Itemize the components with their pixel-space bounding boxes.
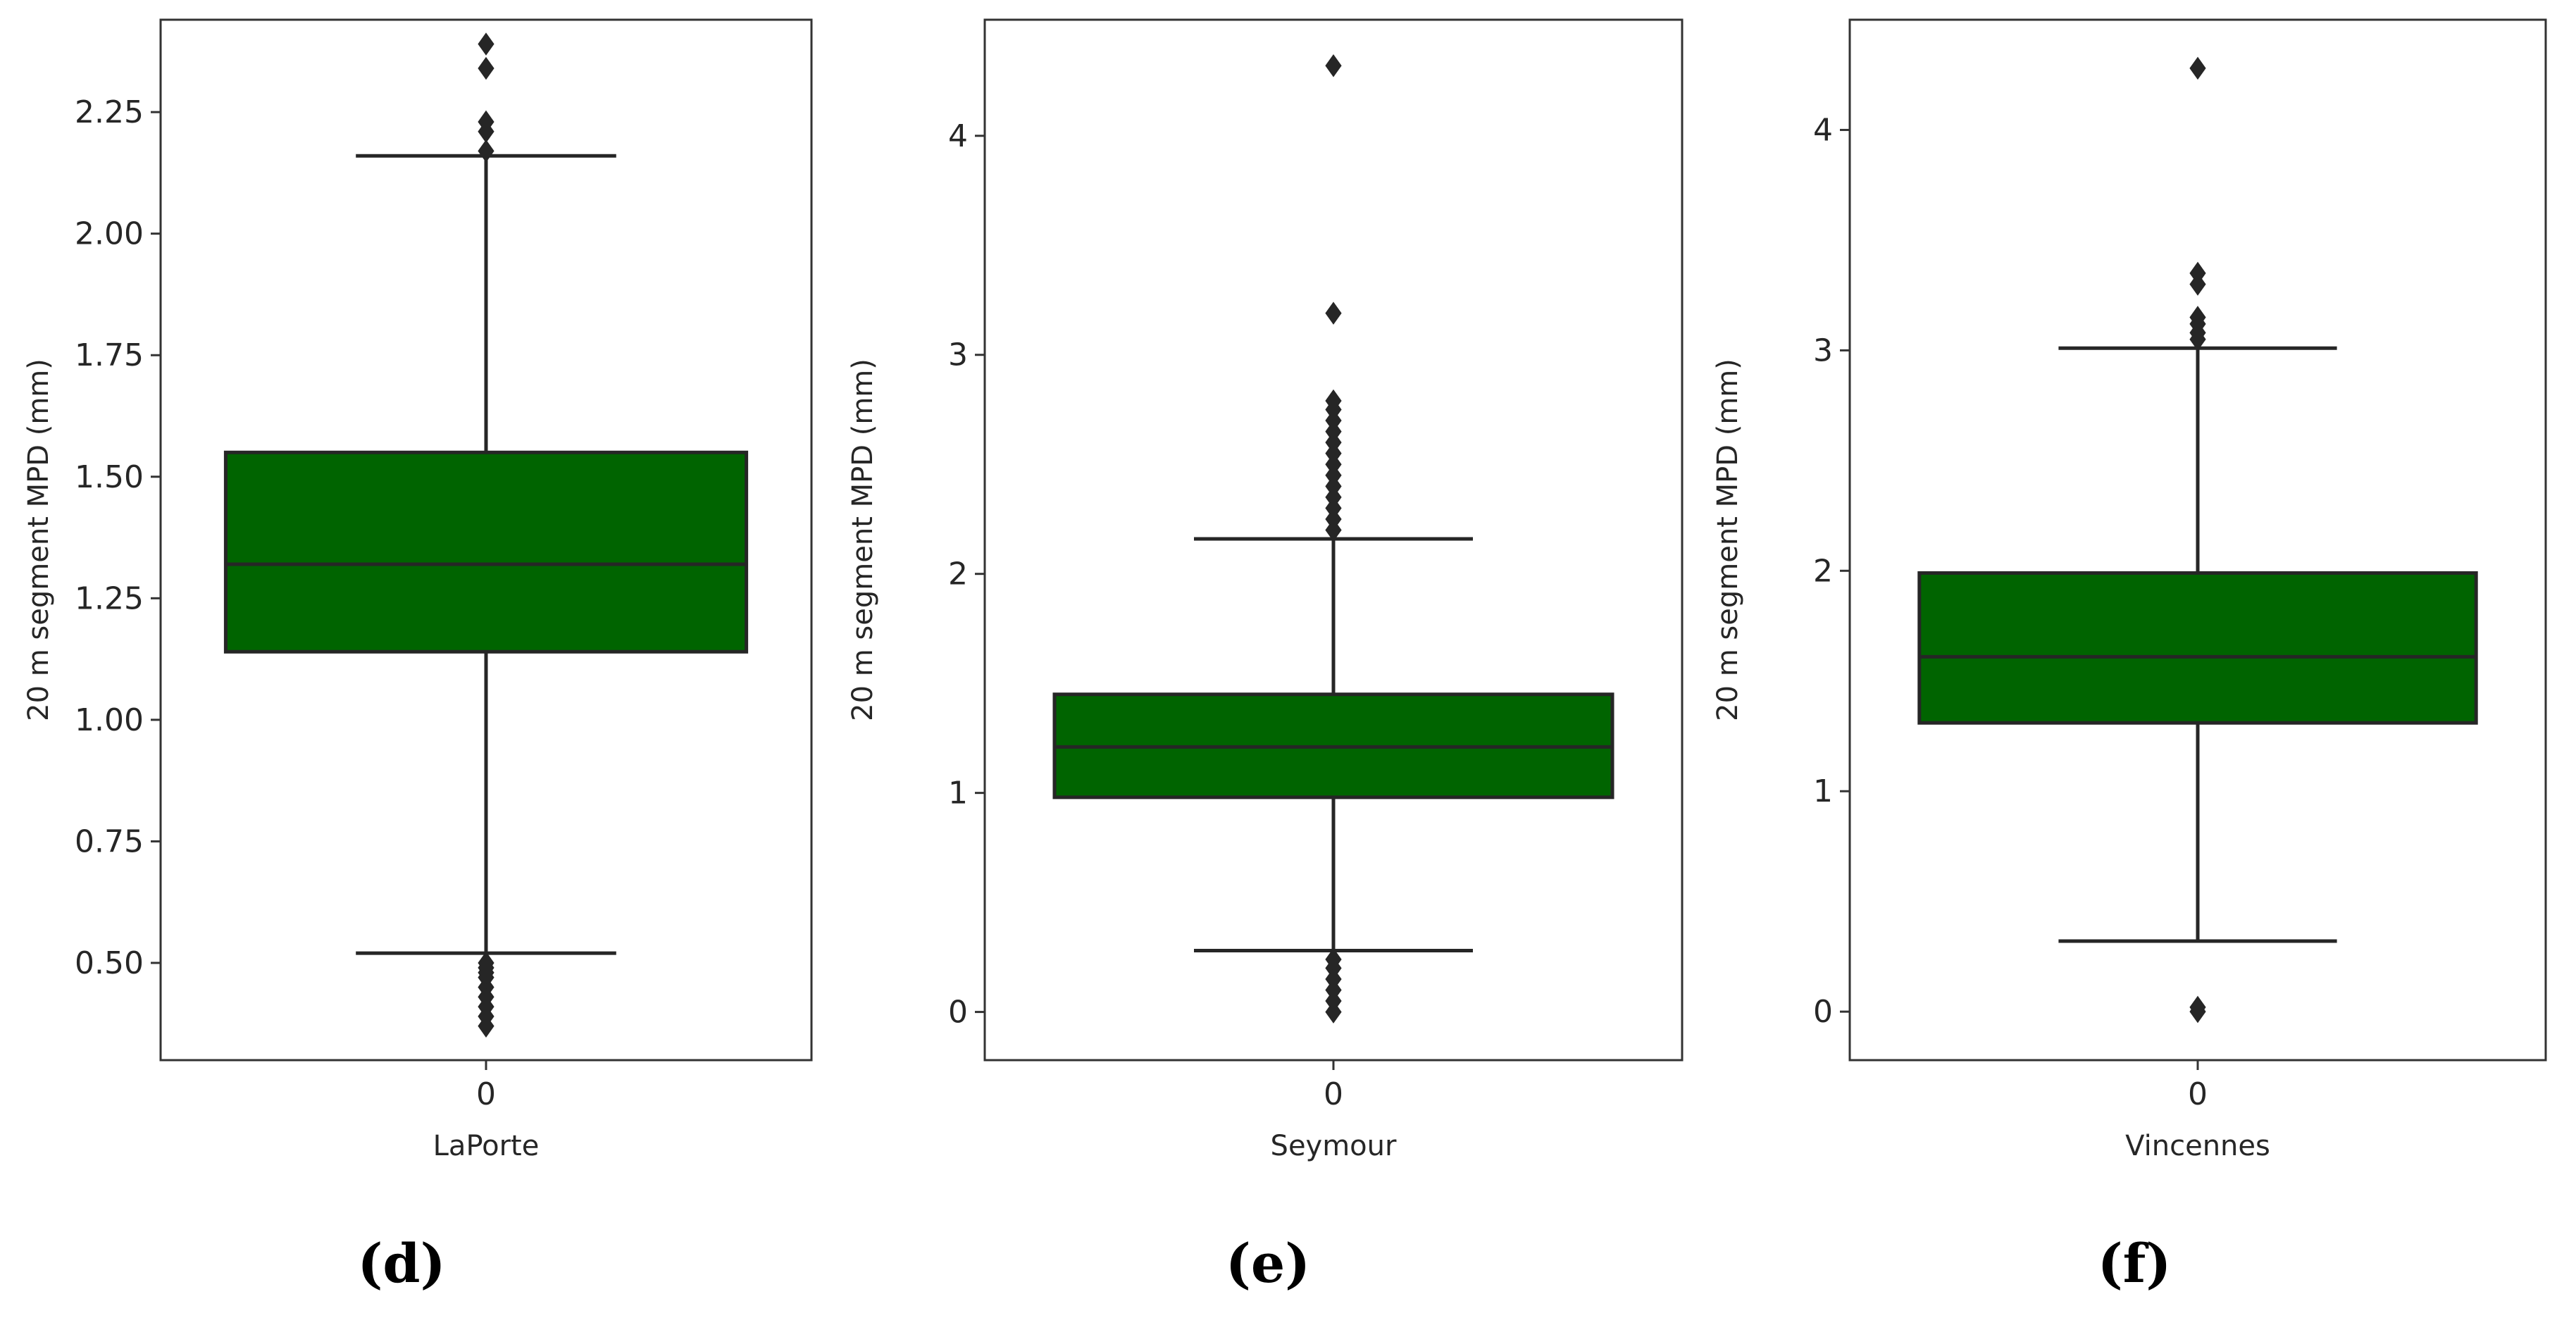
y-tick-label: 0 xyxy=(948,995,968,1031)
x-tick-label: 0 xyxy=(1324,1076,1343,1112)
x-axis-label: LaPorte xyxy=(433,1130,540,1162)
y-tick-label: 4 xyxy=(948,118,968,154)
y-tick-label: 4 xyxy=(1813,112,1833,148)
outlier-point xyxy=(2189,306,2206,329)
panel-label: (d) xyxy=(357,1232,445,1295)
outlier-point xyxy=(478,951,494,975)
x-axis-label: Vincennes xyxy=(2125,1130,2270,1162)
y-tick-label: 0.75 xyxy=(75,823,144,859)
y-axis-label: 20 m segment MPD (mm) xyxy=(1712,359,1744,721)
outlier-point xyxy=(2189,56,2206,80)
outlier-point xyxy=(1325,389,1342,413)
boxplot-panel-seymour: 0 1 2 3 4 0 Seymour 20 m segment MPD (mm) (e… xyxy=(847,18,1684,1295)
iqr-box xyxy=(1917,571,2478,725)
y-tick-label: 0.50 xyxy=(75,945,144,981)
outlier-point xyxy=(1325,301,1342,325)
x-tick-label: 0 xyxy=(476,1076,496,1112)
y-tick-label: 3 xyxy=(1813,332,1833,368)
y-axis-ticks: 0 1 2 3 4 xyxy=(1813,112,2199,1070)
plot-area xyxy=(1052,54,1614,1024)
y-tick-label: 3 xyxy=(948,337,968,373)
y-axis-ticks: 0 1 2 3 4 xyxy=(948,118,1335,1070)
y-tick-label: 1.25 xyxy=(75,580,144,616)
y-tick-label: 1.75 xyxy=(75,337,144,373)
y-tick-label: 2 xyxy=(1813,553,1833,589)
x-tick-label: 0 xyxy=(2188,1076,2208,1112)
outlier-point xyxy=(478,32,494,56)
iqr-box xyxy=(223,450,749,654)
y-tick-label: 1 xyxy=(1813,773,1833,809)
x-axis-label: Seymour xyxy=(1271,1130,1397,1162)
outlier-point xyxy=(2189,995,2206,1019)
y-axis-ticks: 0.50 0.75 1.00 1.25 1.50 1.75 2.00 2.25 xyxy=(75,94,487,1070)
y-axis-label: 20 m segment MPD (mm) xyxy=(23,359,55,721)
panel-label: (e) xyxy=(1226,1232,1310,1295)
plot-area xyxy=(223,32,749,1038)
outlier-point xyxy=(1325,947,1342,971)
boxplot-panel-laporte: 0.50 0.75 1.00 1.25 1.50 1.75 2.00 2.25 0 LaPor… xyxy=(23,18,813,1295)
y-tick-label: 2.25 xyxy=(75,94,144,130)
plot-area xyxy=(1917,56,2478,1024)
y-tick-label: 2.00 xyxy=(75,216,144,252)
y-tick-label: 1.50 xyxy=(75,459,144,495)
y-tick-label: 1 xyxy=(948,776,968,811)
outlier-point xyxy=(478,139,494,163)
y-axis-label: 20 m segment MPD (mm) xyxy=(847,359,879,721)
y-tick-label: 1.00 xyxy=(75,702,144,738)
y-tick-label: 0 xyxy=(1813,994,1833,1030)
outlier-point xyxy=(1325,54,1342,77)
outlier-point xyxy=(478,110,494,134)
outlier-point xyxy=(2189,261,2206,285)
y-tick-label: 2 xyxy=(948,556,968,592)
outlier-point xyxy=(478,56,494,80)
panel-label: (f) xyxy=(2098,1232,2172,1295)
